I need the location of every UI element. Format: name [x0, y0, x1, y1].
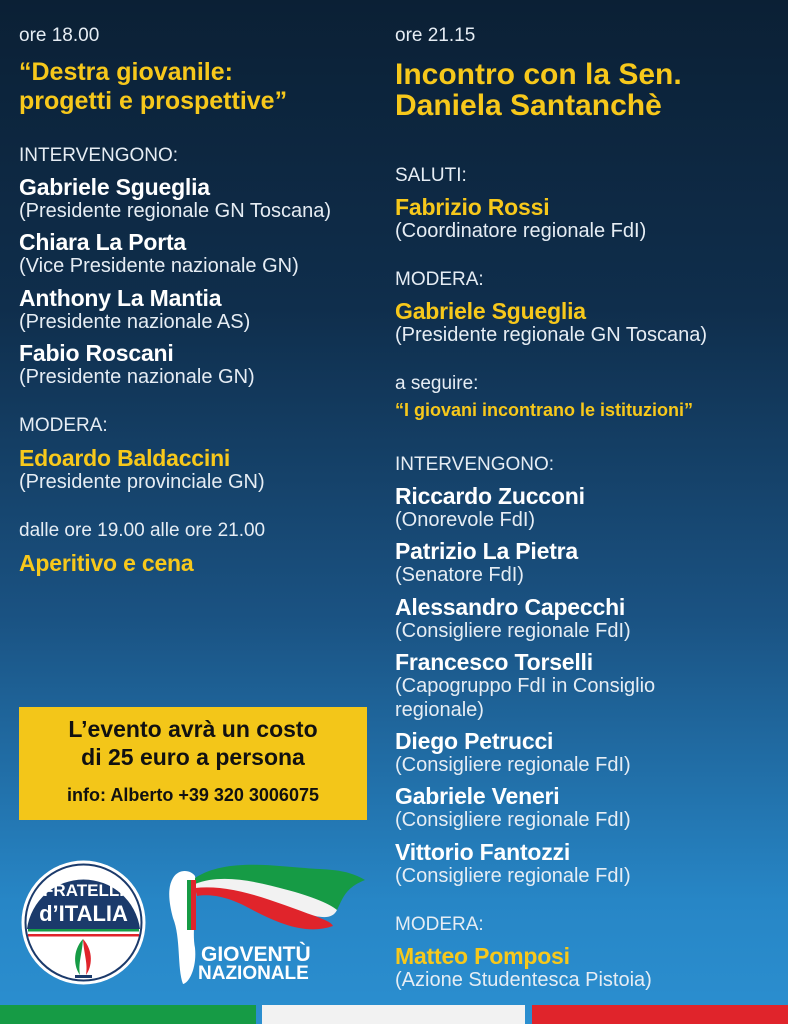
- speaker-name: Riccardo Zucconi: [395, 483, 585, 509]
- speaker-name: Chiara La Porta: [19, 229, 186, 255]
- moderator-name: Matteo Pomposi: [395, 943, 570, 969]
- moderator-role: (Presidente regionale GN Toscana): [395, 324, 708, 346]
- speaker-name: Diego Petrucci: [395, 728, 554, 754]
- greetings-label: SALUTI:: [395, 165, 467, 186]
- speaker-role-cont: regionale): [395, 699, 484, 721]
- speaker-role: (Consigliere regionale FdI): [395, 809, 631, 831]
- speaker-name: Patrizio La Pietra: [395, 538, 579, 564]
- cost-info-box: L’evento avrà un costo di 25 euro a pers…: [19, 707, 367, 820]
- right-speakers-label: INTERVENGONO:: [395, 454, 555, 475]
- speaker-name: Anthony La Mantia: [19, 285, 222, 311]
- stripe-red: [532, 1005, 788, 1024]
- speaker-role: (Presidente nazionale GN): [19, 366, 255, 388]
- right-time: ore 21.15: [395, 25, 476, 46]
- speaker-role: (Consigliere regionale FdI): [395, 754, 631, 776]
- moderator-role: (Azione Studentesca Pistoia): [395, 969, 652, 991]
- fratelli-ditalia-logo: FRATELLI d’ITALIA: [20, 859, 147, 986]
- speaker-name: Fabio Roscani: [19, 340, 174, 366]
- left-moderator-label: MODERA:: [19, 415, 108, 436]
- gn-logo-line-1: GIOVENTÙ: [201, 943, 311, 966]
- moderator-name: Edoardo Baldaccini: [19, 445, 231, 471]
- right-moderator-label: MODERA:: [395, 269, 484, 290]
- speaker-role: (Onorevole FdI): [395, 509, 536, 531]
- greetings-role: (Coordinatore regionale FdI): [395, 220, 647, 242]
- speaker-role: (Senatore FdI): [395, 564, 524, 586]
- speaker-role: (Capogruppo FdI in Consiglio: [395, 675, 656, 697]
- speaker-role: (Presidente regionale GN Toscana): [19, 200, 332, 222]
- following-title: “I giovani incontrano le istituzioni”: [395, 400, 694, 420]
- moderator-name: Gabriele Sgueglia: [395, 298, 586, 324]
- following-label: a seguire:: [395, 373, 479, 394]
- fdi-logo-line-1: FRATELLI: [43, 881, 124, 900]
- speaker-role: (Consigliere regionale FdI): [395, 865, 631, 887]
- gioventu-nazionale-logo: GIOVENTÙ NAZIONALE: [165, 858, 370, 988]
- cost-line-1: L’evento avrà un costo: [68, 716, 318, 742]
- cost-line-2: di 25 euro a persona: [81, 744, 305, 770]
- stripe-white: [262, 1005, 525, 1024]
- fdi-logo-line-2: d’ITALIA: [39, 901, 128, 926]
- right-title-line-1: Incontro con la Sen.: [395, 58, 682, 91]
- flag-torch-icon: [169, 864, 365, 984]
- speaker-role: (Presidente nazionale AS): [19, 311, 251, 333]
- dinner-title: Aperitivo e cena: [19, 550, 194, 576]
- right-title-line-2: Daniela Santanchè: [395, 89, 662, 122]
- speaker-name: Vittorio Fantozzi: [395, 839, 571, 865]
- speaker-name: Gabriele Sgueglia: [19, 174, 210, 200]
- left-title-line-1: “Destra giovanile:: [19, 58, 233, 86]
- speaker-role: (Consigliere regionale FdI): [395, 620, 631, 642]
- gn-logo-line-2: NAZIONALE: [198, 963, 309, 984]
- speaker-role: (Vice Presidente nazionale GN): [19, 255, 299, 277]
- moderator-role: (Presidente provinciale GN): [19, 471, 265, 493]
- speaker-name: Alessandro Capecchi: [395, 594, 626, 620]
- dinner-time: dalle ore 19.00 alle ore 21.00: [19, 520, 266, 541]
- greetings-name: Fabrizio Rossi: [395, 194, 550, 220]
- speaker-name: Francesco Torselli: [395, 649, 593, 675]
- right-moderator2-label: MODERA:: [395, 914, 484, 935]
- stripe-green: [0, 1005, 256, 1024]
- left-time: ore 18.00: [19, 25, 100, 46]
- contact-info: info: Alberto +39 320 3006075: [67, 785, 319, 805]
- left-speakers-label: INTERVENGONO:: [19, 145, 179, 166]
- speaker-name: Gabriele Veneri: [395, 783, 560, 809]
- left-title-line-2: progetti e prospettive”: [19, 87, 288, 115]
